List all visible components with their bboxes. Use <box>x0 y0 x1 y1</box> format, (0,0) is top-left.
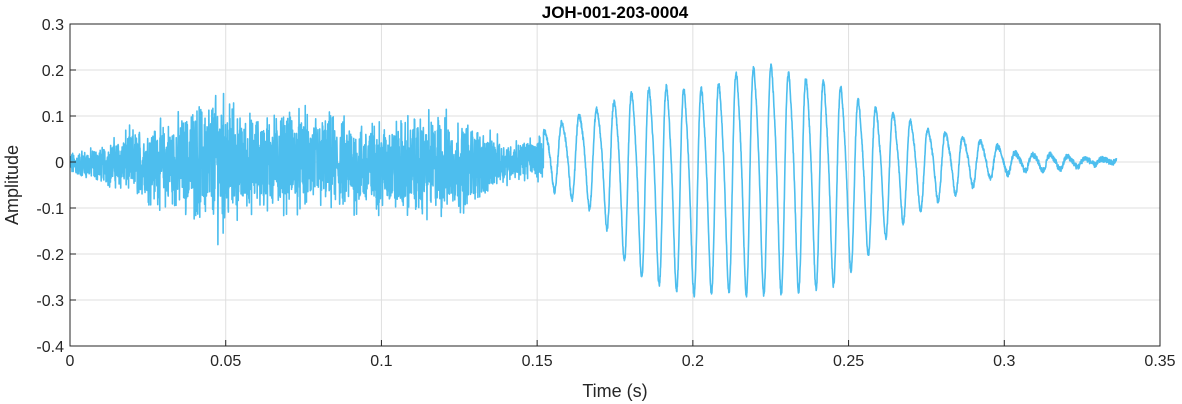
x-tick-label: 0.2 <box>682 353 704 370</box>
x-tick-label: 0.1 <box>370 353 392 370</box>
x-tick-label: 0.15 <box>522 353 553 370</box>
y-tick-label: -0.2 <box>36 247 64 264</box>
y-tick-label: 0.1 <box>42 109 64 126</box>
x-tick-label: 0.25 <box>833 353 864 370</box>
chart-title: JOH-001-203-0004 <box>542 3 689 22</box>
y-tick-label: 0.3 <box>42 17 64 34</box>
x-tick-label: 0.3 <box>993 353 1015 370</box>
x-tick-label: 0.35 <box>1144 353 1175 370</box>
x-tick-label: 0.05 <box>210 353 241 370</box>
y-tick-label: 0 <box>55 155 64 172</box>
y-axis-ticks: -0.4 -0.3 -0.2 -0.1 0 0.1 0.2 0.3 <box>36 17 76 356</box>
y-tick-label: -0.3 <box>36 293 64 310</box>
amplitude-series-line <box>70 63 1118 298</box>
x-tick-label: 0 <box>66 353 75 370</box>
plot-area-border <box>69 23 1161 347</box>
y-tick-label: -0.1 <box>36 201 64 218</box>
y-axis-label: Amplitude <box>2 145 22 225</box>
x-axis-label: Time (s) <box>582 381 647 401</box>
y-tick-label: 0.2 <box>42 63 64 80</box>
y-tick-label: -0.4 <box>36 339 64 356</box>
x-axis-ticks: 0 0.05 0.1 0.15 0.2 0.25 0.3 0.35 <box>66 340 1176 370</box>
